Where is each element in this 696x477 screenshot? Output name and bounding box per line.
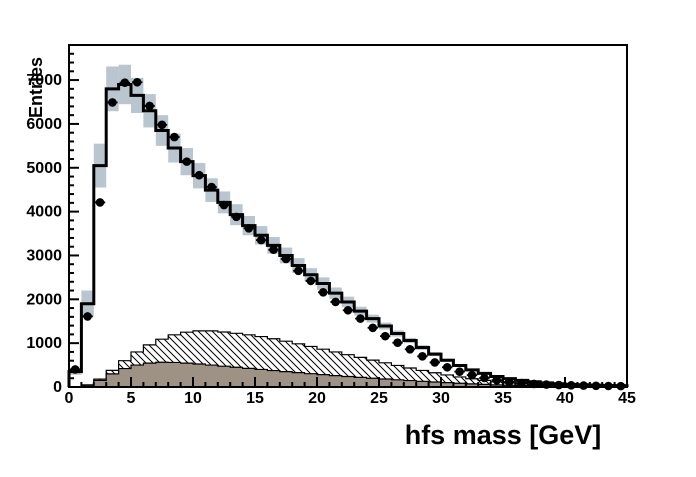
data-point-marker	[70, 365, 80, 374]
data-point-marker	[405, 344, 415, 354]
y-tick-label: 2000	[26, 291, 62, 308]
axis-ticks	[68, 52, 628, 388]
y-tick-label: 6000	[26, 116, 62, 133]
total-mc-fill	[69, 84, 627, 387]
data-point-marker	[269, 245, 278, 255]
data-point-marker	[108, 98, 117, 107]
y-tick-label: 0	[53, 379, 62, 396]
data-point-marker	[219, 200, 229, 210]
data-point-marker	[566, 381, 576, 390]
data-point-marker	[442, 362, 452, 372]
data-point-marker	[380, 331, 390, 341]
data-point-marker	[170, 132, 179, 142]
x-tick-label: 20	[308, 390, 326, 407]
data-point-marker	[517, 378, 526, 388]
data-point-marker	[83, 312, 92, 321]
data-point-marker	[504, 377, 514, 387]
total-mc-histogram	[67, 82, 629, 388]
x-tick-label: 30	[432, 390, 450, 407]
x-axis-labels: 0 5 10 15 20 25 30 35 40 45	[65, 390, 636, 407]
x-tick-label: 10	[184, 390, 202, 407]
data-point-marker	[418, 352, 427, 361]
data-point-marker	[542, 380, 551, 389]
y-tick-label: 4000	[26, 204, 62, 221]
data-point-marker	[281, 254, 291, 264]
data-point-marker	[182, 157, 192, 166]
y-axis-labels: 0 1000 2000 3000 4000 5000 6000 7000	[26, 72, 62, 396]
data-point-marker	[95, 198, 105, 207]
x-tick-label: 35	[494, 390, 512, 407]
x-tick-label: 5	[127, 390, 136, 407]
data-point-marker	[331, 297, 340, 307]
data-point-marker	[492, 375, 502, 385]
y-axis-title: Entries	[26, 57, 46, 118]
data-point-marker	[591, 381, 601, 391]
data-point-marker	[430, 358, 440, 367]
data-point-marker	[306, 276, 316, 286]
x-axis-title: hfs mass [GeV]	[405, 420, 602, 450]
data-point-marker	[393, 338, 402, 348]
y-tick-label: 3000	[26, 247, 62, 264]
data-point-marker	[467, 370, 477, 380]
data-point-marker	[244, 223, 254, 233]
y-tick-label: 1000	[26, 335, 62, 352]
data-point-marker	[480, 373, 489, 383]
x-tick-label: 0	[65, 390, 74, 407]
x-tick-label: 45	[618, 390, 636, 407]
data-point-marker	[207, 182, 216, 192]
data-point-marker	[120, 78, 130, 88]
data-point-marker	[579, 381, 588, 390]
data-point-marker	[318, 287, 328, 297]
plot-frame	[68, 44, 628, 388]
data-point-marker	[294, 266, 303, 276]
x-tick-label: 15	[246, 390, 264, 407]
data-point-marker	[232, 212, 241, 222]
data-point-marker	[368, 323, 378, 333]
data-point-marker	[343, 305, 353, 315]
x-tick-label: 40	[556, 390, 574, 407]
data-point-marker	[616, 381, 626, 391]
x-tick-label: 25	[370, 390, 388, 407]
data-points	[69, 77, 627, 391]
data-point-marker	[455, 367, 464, 376]
data-point-marker	[356, 314, 365, 323]
y-tick-label: 5000	[26, 160, 62, 177]
data-point-marker	[529, 379, 539, 389]
data-point-marker	[132, 77, 142, 87]
data-point-marker	[157, 120, 167, 130]
data-point-marker	[194, 170, 204, 180]
y-tick-label: 7000	[26, 72, 62, 89]
data-point-marker	[256, 235, 266, 245]
data-point-marker	[145, 101, 154, 111]
data-point-marker	[604, 381, 613, 391]
data-point-marker	[554, 380, 564, 390]
